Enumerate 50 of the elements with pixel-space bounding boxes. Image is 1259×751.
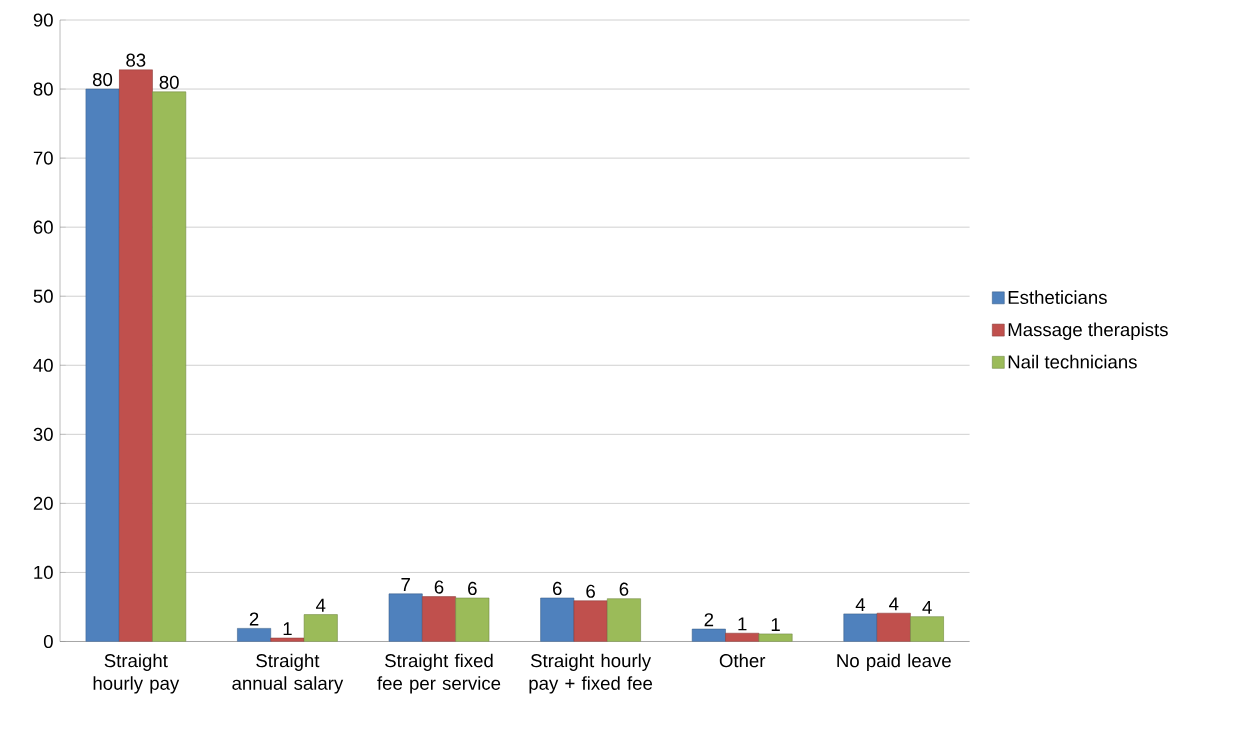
bar [422, 596, 456, 642]
data-label: 6 [619, 582, 629, 596]
y-tick-label: 20 [33, 496, 53, 511]
data-label: 1 [771, 618, 780, 632]
x-tick-label: Straight annual salary [232, 653, 344, 694]
legend-label: Massage therapists [1008, 322, 1168, 341]
data-label: 4 [316, 598, 326, 612]
bar [118, 69, 153, 642]
data-label: 2 [704, 613, 714, 627]
data-label: 4 [855, 598, 866, 612]
y-tick-label: 30 [33, 427, 53, 441]
data-label: 6 [586, 584, 595, 598]
x-tick-label: Straight fixed fee per service [377, 653, 501, 694]
y-tick-label: 10 [34, 565, 53, 580]
data-label: 80 [92, 73, 113, 87]
bar [876, 612, 911, 642]
bar [152, 91, 187, 642]
data-label: 6 [468, 581, 477, 596]
data-label: 7 [401, 578, 410, 591]
y-tick-label: 40 [33, 358, 53, 372]
bar [607, 598, 641, 642]
bar [85, 88, 120, 642]
data-label: 4 [889, 597, 899, 611]
y-tick-label: 50 [33, 289, 53, 303]
data-label: 1 [738, 617, 747, 631]
y-tick-label: 90 [33, 13, 53, 27]
bar [455, 597, 490, 642]
data-label: 6 [553, 581, 562, 596]
bar [303, 614, 338, 642]
bar [573, 600, 608, 642]
bar [388, 593, 423, 642]
x-tick-label: Straight hourly pay [93, 653, 180, 694]
y-tick-label: 70 [33, 151, 53, 165]
data-label: 6 [434, 580, 444, 594]
bar [843, 613, 878, 642]
data-label: 80 [159, 75, 179, 89]
bar [540, 597, 575, 642]
data-label: 4 [922, 600, 932, 614]
x-tick-label: Other [719, 653, 766, 668]
y-tick-label: 0 [43, 634, 53, 649]
data-label: 2 [249, 612, 259, 626]
x-tick-label: Straight hourly pay + fixed fee [529, 653, 653, 694]
data-label: 83 [126, 53, 146, 67]
bar [910, 616, 945, 642]
data-label: 1 [283, 622, 292, 636]
y-tick-label: 60 [33, 220, 53, 234]
legend-label: Nail technicians [1008, 354, 1137, 369]
x-tick-label: No paid leave [837, 653, 951, 672]
legend-label: Estheticians [1008, 290, 1107, 305]
y-tick-label: 80 [33, 82, 53, 96]
